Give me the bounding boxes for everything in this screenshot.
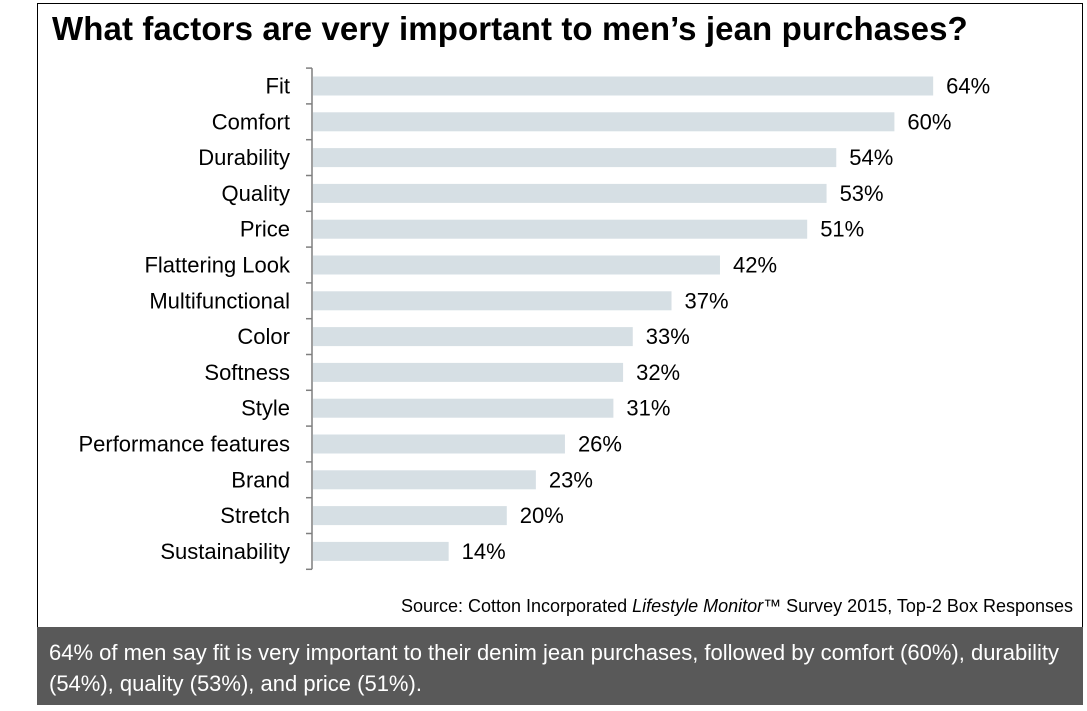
data-label: 64% [946,74,990,99]
bar [313,291,672,311]
category-label: Durability [198,145,290,170]
category-label: Fit [266,74,290,99]
bar [313,112,895,132]
data-label: 14% [462,539,506,564]
data-label: 32% [636,360,680,385]
bar [313,541,449,561]
category-label: Style [241,396,290,421]
bar [313,506,507,526]
source-prefix: Source: Cotton Incorporated [400,596,633,616]
data-label: 51% [820,217,864,242]
bar [313,148,837,168]
bar [313,327,633,347]
data-label: 23% [549,467,593,492]
category-label: Comfort [212,109,290,134]
data-label: 60% [907,109,951,134]
category-label: Quality [222,181,290,206]
data-label: 42% [733,253,777,278]
data-label: 53% [840,181,884,206]
data-label: 31% [626,396,670,421]
bar [313,398,614,418]
category-label: Sustainability [160,539,290,564]
bar [313,219,808,239]
data-label: 26% [578,432,622,457]
category-label: Color [237,324,290,349]
data-label: 20% [520,503,564,528]
source-note: Source: Cotton Incorporated Lifestyle Mo… [401,596,1073,617]
bar [313,362,624,382]
bar [313,434,565,454]
summary-footer: 64% of men say fit is very important to … [37,627,1083,705]
category-label: Performance features [78,432,290,457]
category-label: Flattering Look [144,253,291,278]
category-label: Price [240,217,290,242]
bar [313,183,827,203]
category-label: Brand [231,467,290,492]
bar [313,76,934,96]
bar [313,470,536,490]
data-label: 37% [685,288,729,313]
category-label: Multifunctional [149,288,290,313]
data-label: 54% [849,145,893,170]
chart-title: What factors are very important to men’s… [52,10,968,47]
data-label: 33% [646,324,690,349]
source-suffix: ™ Survey 2015, Top-2 Box Responses [763,596,1073,616]
source-italic: Lifestyle Monitor [632,596,764,616]
category-label: Stretch [220,503,290,528]
category-label: Softness [204,360,290,385]
bar [313,255,720,275]
